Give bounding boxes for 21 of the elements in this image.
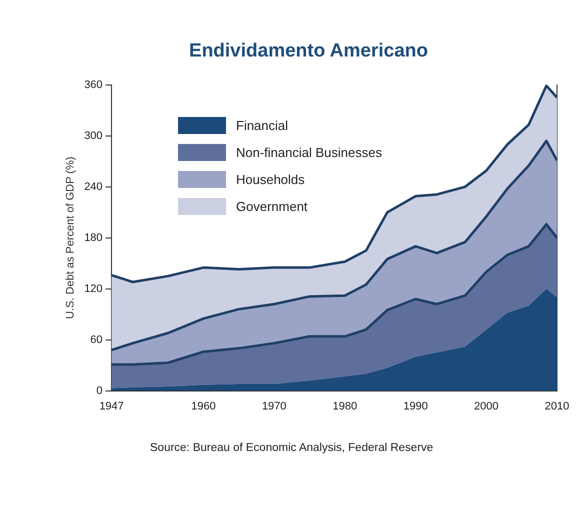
y-axis-title: U.S. Debt as Percent of GDP (%) (64, 156, 77, 320)
x-tick-label: 1990 (403, 400, 428, 412)
y-tick-label: 360 (84, 78, 103, 91)
y-tick-label: 300 (84, 130, 103, 142)
y-tick-label: 180 (84, 232, 103, 244)
chart-title: Endividamento Americano (189, 40, 428, 62)
y-tick-label: 0 (96, 384, 103, 397)
y-tick-label: 240 (84, 180, 103, 193)
x-tick-label: 1980 (332, 400, 358, 412)
source-note: Source: Bureau of Economic Analysis, Federal Reserve (150, 442, 434, 454)
legend-label: Government (236, 199, 308, 214)
legend-label: Households (236, 172, 305, 187)
legend-label: Financial (236, 118, 288, 133)
x-tick-label: 1960 (191, 400, 216, 412)
x-tick-label: 1970 (262, 400, 286, 412)
y-tick-label: 120 (84, 282, 103, 295)
x-tick-label: 2010 (544, 400, 570, 412)
x-tick-label: 1947 (99, 400, 124, 412)
y-tick-label: 60 (90, 334, 103, 346)
x-tick-label: 2000 (474, 400, 499, 412)
legend-label: Non-financial Businesses (236, 145, 382, 160)
